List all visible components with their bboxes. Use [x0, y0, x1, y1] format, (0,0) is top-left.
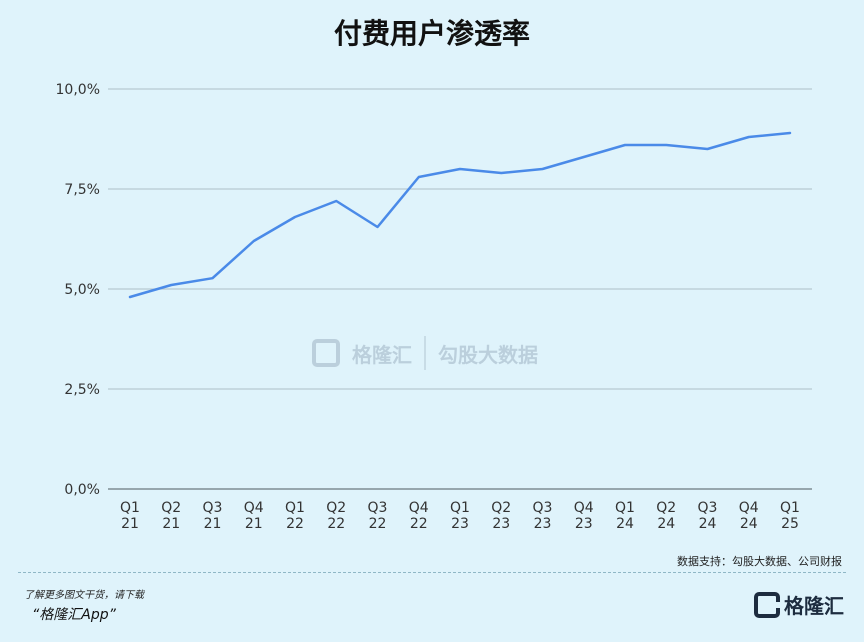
y-tick-label: 10,0% — [56, 82, 100, 98]
x-tick-label: 24 — [740, 516, 758, 532]
x-tick-label: Q2 — [326, 500, 346, 516]
brand-logo-icon — [754, 591, 780, 618]
x-tick-label: Q3 — [533, 500, 553, 516]
y-tick-label: 7,5% — [64, 182, 100, 198]
promo-app-name: “格隆汇App” — [32, 607, 116, 623]
watermark-logo-icon — [312, 339, 340, 367]
brand-logo-text: 格隆汇 — [784, 594, 844, 618]
watermark-left-text: 格隆汇 — [352, 342, 412, 367]
x-tick-label: Q4 — [244, 500, 264, 516]
x-tick-label: Q2 — [491, 500, 511, 516]
promo-text: 了解更多图文干货，请下载 — [24, 590, 144, 601]
x-tick-label: 23 — [575, 516, 593, 532]
x-tick-label: 22 — [327, 516, 345, 532]
y-tick-label: 5,0% — [64, 282, 100, 298]
x-tick-label: Q1 — [450, 500, 470, 516]
chart-title: 付费用户渗透率 — [333, 17, 530, 50]
y-tick-label: 2,5% — [64, 382, 100, 398]
x-tick-label: Q1 — [615, 500, 635, 516]
x-tick-label: 24 — [616, 516, 634, 532]
x-tick-label: 23 — [492, 516, 510, 532]
x-tick-label: Q3 — [368, 500, 388, 516]
watermark: 格隆汇 勾股大数据 — [312, 336, 538, 370]
line-chart: 0,0%2,5%5,0%7,5%10,0%Q121Q221Q321Q421Q12… — [56, 82, 812, 532]
x-tick-label: 21 — [162, 516, 180, 532]
x-tick-label: 21 — [121, 516, 139, 532]
x-tick-label: 22 — [369, 516, 387, 532]
x-tick-label: Q4 — [574, 500, 594, 516]
x-tick-label: Q4 — [739, 500, 759, 516]
x-tick-label: Q3 — [203, 500, 223, 516]
x-tick-label: 25 — [781, 516, 799, 532]
series-line — [128, 131, 792, 299]
x-tick-label: Q1 — [780, 500, 800, 516]
footer-divider — [18, 572, 846, 573]
x-tick-label: 22 — [286, 516, 304, 532]
x-tick-label: 21 — [245, 516, 263, 532]
y-tick-label: 0,0% — [64, 482, 100, 498]
x-tick-label: 22 — [410, 516, 428, 532]
x-tick-label: Q2 — [161, 500, 181, 516]
x-tick-label: Q2 — [656, 500, 676, 516]
x-tick-label: 24 — [699, 516, 717, 532]
watermark-divider — [424, 336, 426, 370]
watermark-right-text: 勾股大数据 — [438, 342, 538, 367]
x-tick-label: 24 — [657, 516, 675, 532]
x-tick-label: 21 — [204, 516, 222, 532]
x-tick-label: 23 — [534, 516, 552, 532]
x-tick-label: Q3 — [698, 500, 718, 516]
brand-logo: 格隆汇 — [754, 590, 844, 619]
data-source-note: 数据支持：勾股大数据、公司财报 — [677, 555, 842, 568]
x-tick-label: Q4 — [409, 500, 429, 516]
x-tick-label: 23 — [451, 516, 469, 532]
x-tick-label: Q1 — [285, 500, 305, 516]
x-tick-label: Q1 — [120, 500, 140, 516]
